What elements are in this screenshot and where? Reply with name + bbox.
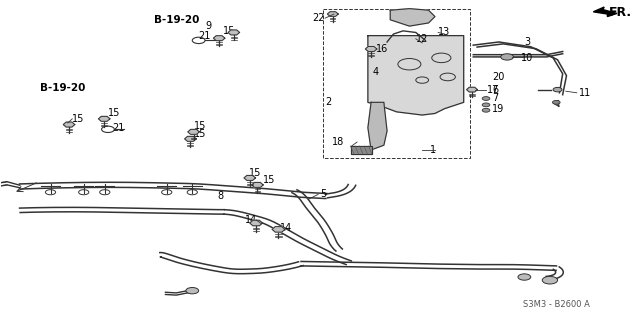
Polygon shape	[368, 102, 387, 150]
Polygon shape	[351, 146, 372, 154]
Text: 18: 18	[332, 137, 344, 147]
Circle shape	[542, 276, 557, 284]
Text: 15: 15	[248, 168, 261, 178]
Text: 1: 1	[430, 145, 436, 155]
Text: 9: 9	[205, 21, 211, 31]
Text: 11: 11	[579, 88, 591, 98]
Polygon shape	[365, 47, 377, 51]
Polygon shape	[467, 87, 477, 92]
Text: B-19-20: B-19-20	[40, 83, 86, 93]
Text: 17: 17	[487, 85, 500, 95]
Text: 22: 22	[312, 13, 325, 23]
Text: 15: 15	[108, 108, 120, 118]
Text: 13: 13	[438, 27, 451, 37]
Polygon shape	[228, 30, 239, 35]
Circle shape	[553, 87, 562, 92]
Polygon shape	[272, 226, 285, 232]
Text: 16: 16	[376, 44, 388, 54]
Polygon shape	[252, 182, 263, 187]
Text: 20: 20	[492, 72, 505, 82]
Text: 15: 15	[72, 114, 84, 124]
Text: 6: 6	[492, 85, 499, 95]
Polygon shape	[368, 36, 464, 115]
Polygon shape	[390, 9, 435, 26]
Polygon shape	[327, 12, 338, 16]
Circle shape	[482, 97, 490, 100]
Polygon shape	[593, 7, 617, 17]
Polygon shape	[99, 116, 110, 121]
Text: 8: 8	[218, 191, 224, 201]
Text: 21: 21	[198, 31, 211, 41]
Text: 14: 14	[245, 215, 257, 225]
Polygon shape	[244, 175, 255, 181]
Circle shape	[552, 100, 560, 104]
Polygon shape	[188, 130, 199, 134]
Polygon shape	[213, 36, 225, 41]
Text: 7: 7	[492, 93, 499, 103]
Text: 12: 12	[416, 34, 428, 44]
Text: 4: 4	[372, 67, 378, 77]
Text: 3: 3	[524, 37, 531, 47]
Circle shape	[518, 274, 531, 280]
Circle shape	[186, 287, 198, 294]
Polygon shape	[250, 220, 262, 226]
Circle shape	[482, 108, 490, 112]
Polygon shape	[184, 137, 196, 141]
Text: 14: 14	[280, 223, 292, 233]
Text: 10: 10	[521, 53, 533, 63]
Circle shape	[500, 54, 513, 60]
Text: 15: 15	[262, 175, 275, 185]
Text: 15: 15	[193, 121, 206, 131]
Text: 15: 15	[193, 129, 206, 139]
Circle shape	[482, 103, 490, 107]
Text: 21: 21	[113, 123, 125, 133]
Text: S3M3 - B2600 A: S3M3 - B2600 A	[523, 300, 590, 308]
Text: 15: 15	[223, 26, 236, 36]
Polygon shape	[63, 122, 75, 127]
Text: B-19-20: B-19-20	[154, 15, 199, 25]
Text: FR.: FR.	[609, 6, 632, 19]
Text: 19: 19	[492, 104, 505, 114]
Text: 2: 2	[325, 97, 332, 107]
Text: 5: 5	[320, 189, 326, 199]
